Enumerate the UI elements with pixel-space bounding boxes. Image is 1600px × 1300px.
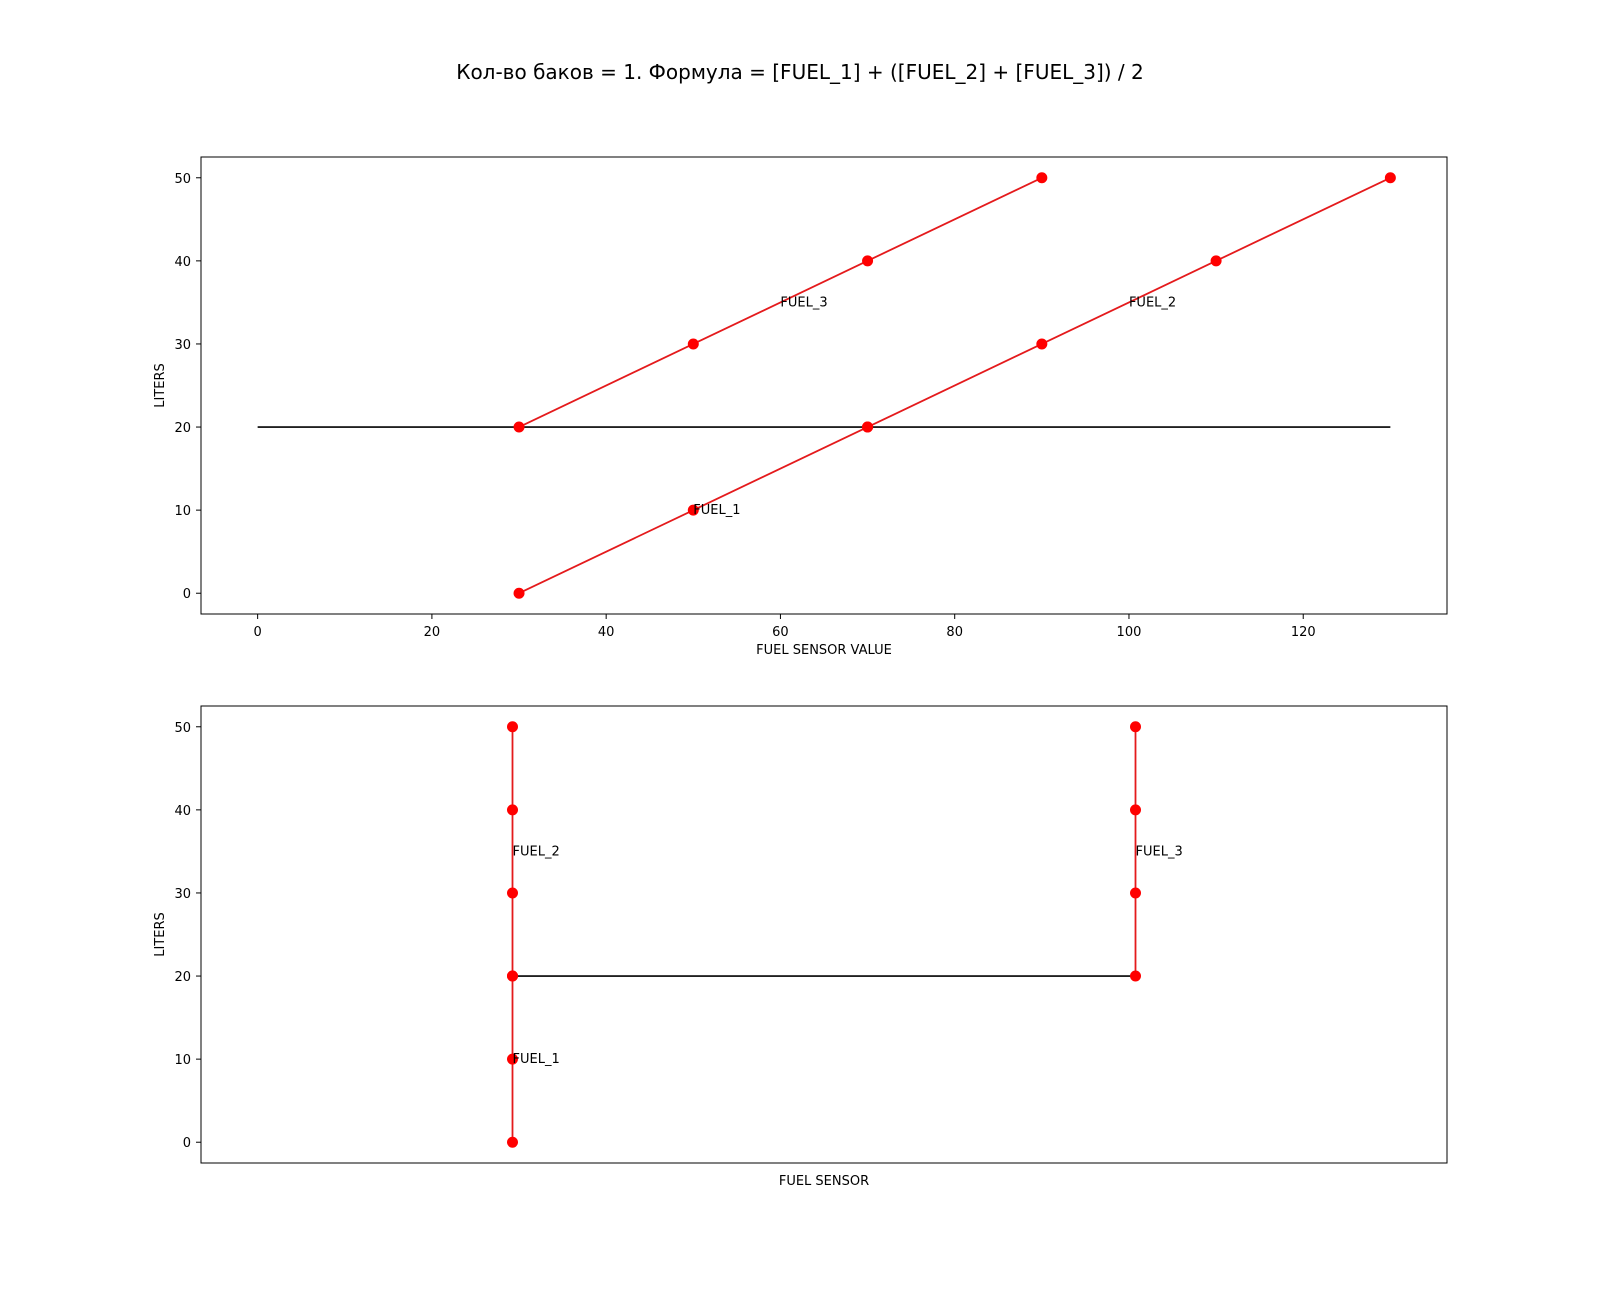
data-point — [1036, 172, 1048, 184]
y-tick-label: 40 — [174, 255, 191, 270]
figure-title: Кол-во баков = 1. Формула = [FUEL_1] + (… — [456, 60, 1144, 84]
data-point — [862, 255, 874, 267]
data-point — [862, 421, 874, 433]
data-point — [687, 504, 699, 516]
x-axis-label: FUEL SENSOR VALUE — [756, 643, 892, 658]
y-tick-label: 50 — [174, 721, 191, 736]
axes-frame — [200, 156, 1448, 615]
x-tick-label: 0 — [253, 625, 261, 640]
data-point — [1036, 338, 1048, 350]
chart-2: 0 10 20 30 40 50 FUEL_1 FUEL_2 FUEL_3 FUEL SENSOR… — [153, 705, 1448, 1189]
data-point — [513, 421, 525, 433]
data-point — [1130, 970, 1141, 982]
data-point — [507, 1053, 518, 1065]
y-tick-label: 30 — [174, 338, 191, 353]
data-point — [1210, 255, 1222, 267]
y-axis-label: LITERS — [153, 363, 168, 408]
data-point — [507, 887, 518, 899]
data-point — [513, 587, 525, 599]
annotation-label: FUEL_2 — [1129, 295, 1176, 310]
x-tick-label: 20 — [424, 625, 441, 640]
y-tick-label: 0 — [183, 1136, 191, 1151]
y-axis-label: LITERS — [153, 912, 168, 957]
series-line — [867, 176, 1391, 428]
x-tick-label: 100 — [1117, 625, 1142, 640]
annotation-label: FUEL_3 — [1136, 844, 1183, 859]
data-point — [507, 721, 518, 733]
chart-1: 0 10 20 30 40 50 0 20 40 60 80 100 120 FUEL_1 FUEL_2 FU… — [153, 156, 1448, 658]
data-point — [1130, 804, 1141, 816]
annotation-label: FUEL_2 — [513, 844, 560, 859]
y-tick-label: 50 — [174, 172, 191, 187]
axes-frame — [200, 705, 1448, 1164]
data-point — [687, 338, 699, 350]
x-tick-label: 120 — [1291, 625, 1316, 640]
y-tick-label: 20 — [174, 970, 191, 985]
data-point — [507, 804, 518, 816]
y-tick-label: 10 — [174, 1053, 191, 1068]
annotation-label: FUEL_1 — [513, 1052, 560, 1067]
x-axis-label: FUEL SENSOR — [779, 1174, 869, 1189]
x-tick-label: 80 — [946, 625, 963, 640]
y-tick-label: 40 — [174, 804, 191, 819]
y-tick-label: 20 — [174, 421, 191, 436]
x-tick-label: 40 — [598, 625, 615, 640]
data-point — [1130, 887, 1141, 899]
annotation-label: FUEL_1 — [693, 503, 740, 518]
y-tick-label: 30 — [174, 887, 191, 902]
data-point — [1130, 721, 1141, 733]
data-point — [1384, 172, 1396, 184]
y-tick-label: 0 — [183, 587, 191, 602]
y-tick-label: 10 — [174, 504, 191, 519]
series-line — [518, 176, 1043, 428]
annotation-label: FUEL_3 — [780, 295, 827, 310]
x-tick-label: 60 — [772, 625, 789, 640]
data-point — [507, 970, 518, 982]
data-point — [507, 1136, 518, 1148]
